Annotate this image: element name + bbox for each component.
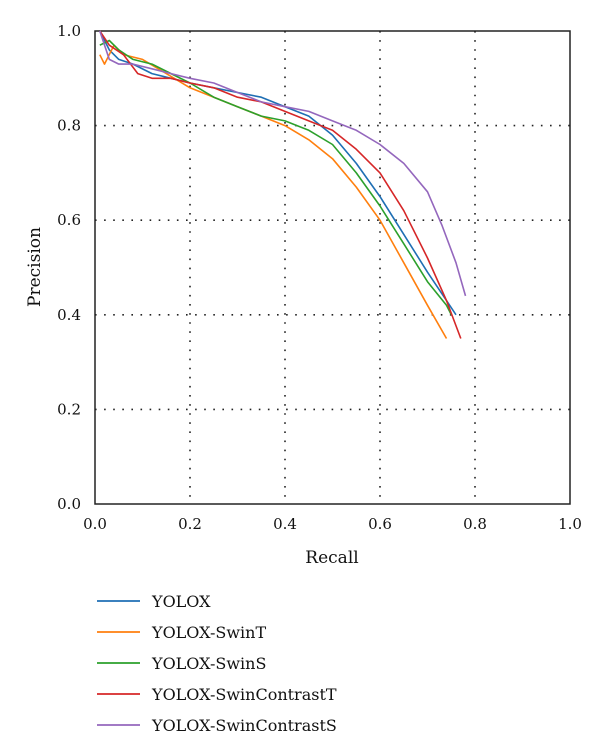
- series-line: [99, 30, 467, 297]
- grid: [95, 31, 570, 504]
- x-tick-label: 0.6: [368, 515, 392, 533]
- x-tick-label: 0.2: [178, 515, 202, 533]
- x-tick-label: 1.0: [558, 515, 582, 533]
- series-lines: [99, 30, 467, 339]
- y-tick-labels: 0.0 0.2 0.4 0.6 0.8 1.0: [57, 22, 81, 513]
- x-tick-label: 0.8: [463, 515, 487, 533]
- x-tick-label: 0.4: [273, 515, 297, 533]
- x-axis-title: Recall: [305, 548, 358, 568]
- y-tick-label: 0.8: [57, 117, 81, 135]
- legend-label: YOLOX-SwinS: [151, 654, 266, 673]
- x-tick-labels: 0.0 0.2 0.4 0.6 0.8 1.0: [83, 515, 582, 533]
- y-axis-title: Precision: [25, 227, 45, 307]
- legend-label: YOLOX: [151, 592, 211, 611]
- plot-area: [94, 30, 571, 505]
- x-tick-label: 0.0: [83, 515, 107, 533]
- y-tick-label: 1.0: [57, 22, 81, 40]
- legend-label: YOLOX-SwinContrastS: [151, 716, 337, 735]
- legend-label: YOLOX-SwinContrastT: [151, 685, 337, 704]
- series-line: [99, 39, 453, 316]
- legend-label: YOLOX-SwinT: [151, 623, 266, 642]
- y-tick-label: 0.6: [57, 211, 81, 229]
- y-tick-label: 0.2: [57, 400, 81, 418]
- legend: YOLOX YOLOX-SwinT YOLOX-SwinS YOLOX-SwinCon…: [97, 592, 337, 735]
- y-tick-label: 0.4: [57, 306, 81, 324]
- y-tick-label: 0.0: [57, 495, 81, 513]
